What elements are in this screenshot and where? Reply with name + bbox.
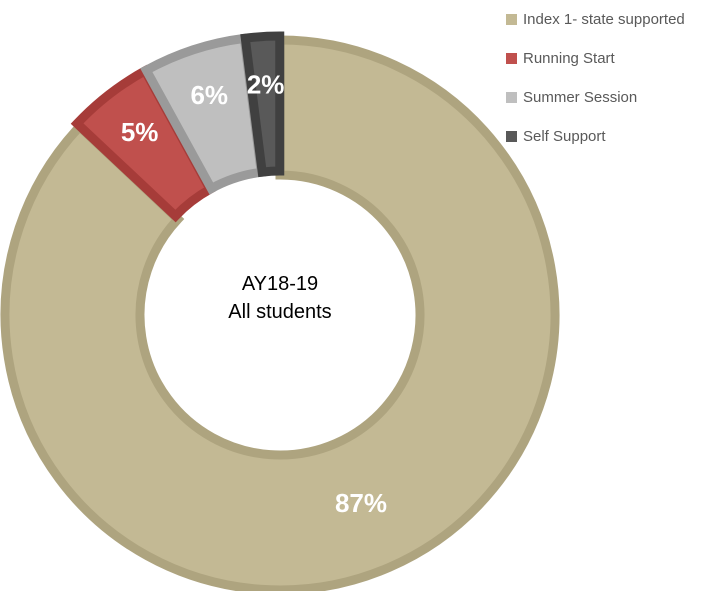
slice-index-1-state-supported [0, 35, 560, 591]
center-label-line-1: AY18-19 [241, 273, 319, 295]
legend: Index 1- state supported Running Start S… [506, 0, 708, 156]
legend-label: Self Support [523, 128, 606, 145]
data-label-summer-session: 6% [190, 80, 228, 110]
legend-swatch [506, 53, 517, 64]
legend-item-index-1: Index 1- state supported [506, 0, 708, 39]
center-label: AY18-19 All students [180, 270, 380, 326]
slices-layer [0, 31, 560, 591]
legend-label: Index 1- state supported [523, 11, 685, 28]
legend-swatch [506, 131, 517, 142]
data-label-running-start: 5% [121, 117, 159, 147]
data-labels-layer: 87% 5% 6% 2% [121, 69, 387, 518]
legend-label: Running Start [523, 50, 615, 67]
legend-label: Summer Session [523, 89, 638, 106]
legend-item-running-start: Running Start [506, 39, 708, 78]
center-label-line-2: All students [228, 301, 332, 323]
legend-swatch [506, 92, 517, 103]
data-label-self-support: 2% [247, 69, 285, 99]
legend-item-summer-session: Summer Session [506, 78, 708, 117]
legend-item-self-support: Self Support [506, 117, 708, 156]
legend-swatch [506, 14, 517, 25]
slice-self-support [240, 31, 285, 178]
data-label-index-1-state-supported: 87% [335, 488, 387, 518]
